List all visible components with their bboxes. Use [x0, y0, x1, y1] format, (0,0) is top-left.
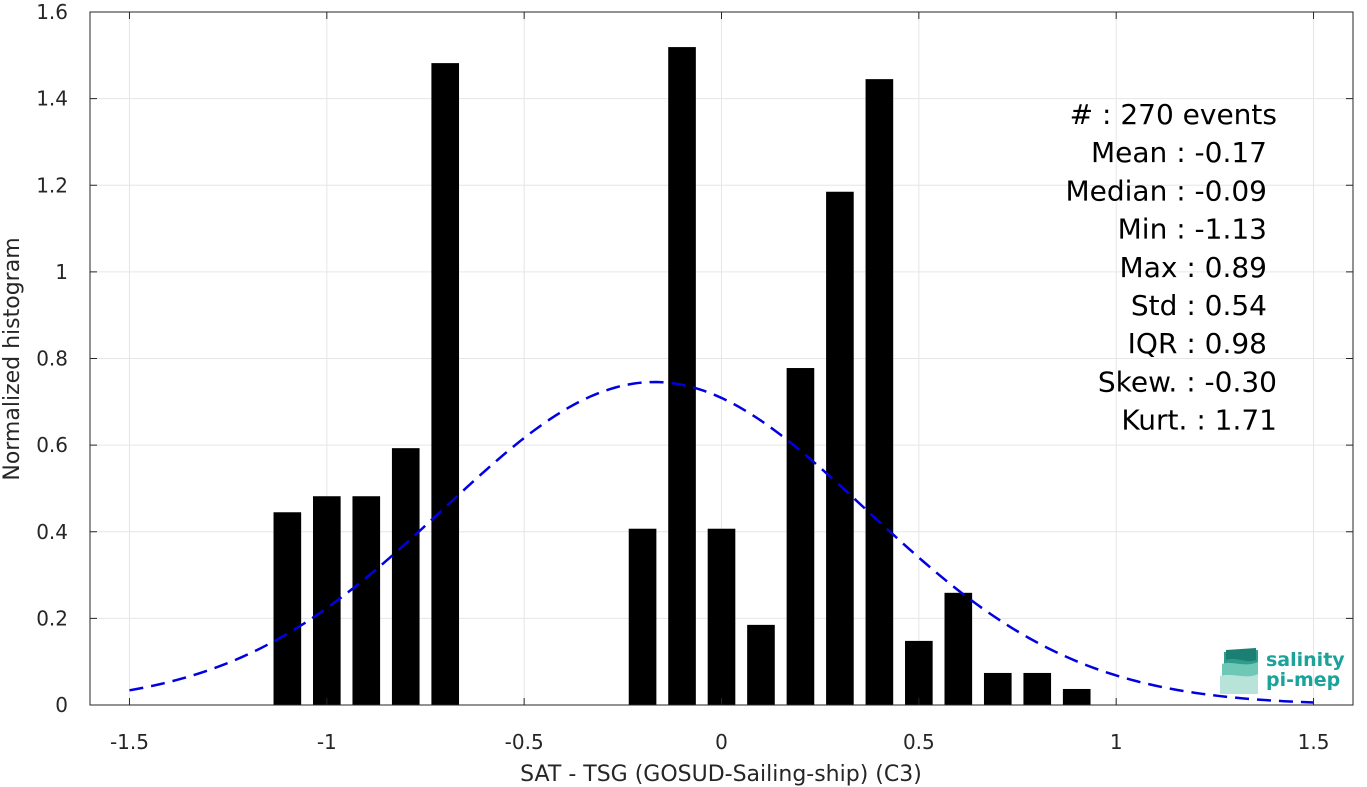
stat-label: Kurt. — [1121, 404, 1187, 437]
histogram-bar — [944, 592, 973, 705]
histogram-bar — [1062, 688, 1091, 705]
stat-label: Min — [1118, 213, 1168, 246]
y-tick-label: 1.6 — [36, 0, 68, 24]
stat-value: -0.09 — [1195, 174, 1267, 207]
stat-value: -1.13 — [1195, 213, 1267, 246]
statistics-box: # : 270 events Mean : -0.17 Median : -0.09… — [1065, 98, 1277, 437]
y-tick-label: 0.2 — [36, 606, 68, 630]
stat-separator: : — [1187, 404, 1214, 437]
x-tick-label: -1 — [317, 730, 337, 754]
stat-value: 0.98 — [1205, 327, 1267, 360]
histogram-bar — [707, 528, 736, 705]
x-tick-labels: -1.5 -1 -0.5 0 0.5 1 1.5 — [110, 730, 1329, 754]
histogram-bar — [786, 368, 815, 705]
y-tick-label: 0.8 — [36, 347, 68, 371]
stat-line: Kurt. : 1.71 — [1121, 404, 1277, 437]
stat-label: Std — [1131, 289, 1178, 322]
stat-line: Max : 0.89 — [1120, 251, 1267, 284]
logo-mark-icon — [1220, 648, 1258, 694]
stat-value: 0.54 — [1205, 289, 1267, 322]
stat-separator: : — [1177, 251, 1204, 284]
histogram-bar — [826, 191, 854, 705]
normal-fit-curve — [129, 380, 1314, 704]
stat-label: Mean — [1091, 136, 1167, 169]
stat-separator: : — [1177, 365, 1204, 398]
stat-line: Std : 0.54 — [1131, 289, 1267, 322]
grid-lines — [90, 11, 1353, 706]
stat-line: # : 270 events — [1070, 98, 1277, 131]
stat-line: Skew. : -0.30 — [1098, 365, 1277, 398]
y-tick-label: 1 — [55, 260, 68, 284]
histogram-bar — [352, 496, 381, 705]
stat-value: 1.71 — [1215, 404, 1277, 437]
stat-separator: : — [1167, 136, 1194, 169]
x-tick-label: -0.5 — [505, 730, 544, 754]
y-tick-label: 1.2 — [36, 173, 68, 197]
stat-separator: : — [1177, 327, 1204, 360]
y-tick-label: 1.4 — [36, 87, 68, 111]
x-tick-label: 0.5 — [903, 730, 935, 754]
stat-value: -0.17 — [1195, 136, 1267, 169]
stat-label: # — [1070, 98, 1093, 131]
stat-line: Mean : -0.17 — [1091, 136, 1267, 169]
histogram-bar — [391, 448, 420, 705]
logo-text-line2: pi-mep — [1266, 669, 1340, 691]
x-tick-label: -1.5 — [110, 730, 149, 754]
x-tick-label: 1.5 — [1298, 730, 1330, 754]
y-tick-label: 0.6 — [36, 433, 68, 457]
stat-label: IQR — [1128, 327, 1178, 360]
salinity-pi-mep-logo: salinity pi-mep — [1220, 648, 1345, 694]
x-tick-label: 0 — [715, 730, 728, 754]
stat-separator: : — [1167, 174, 1194, 207]
stat-label: Max — [1120, 251, 1178, 284]
stat-value: 270 events — [1120, 98, 1277, 131]
histogram-bar — [431, 63, 460, 705]
histogram-bar — [905, 640, 933, 705]
histogram-bar — [668, 47, 696, 705]
stat-value: -0.30 — [1205, 365, 1277, 398]
stat-label: Median — [1065, 174, 1167, 207]
stat-line: Median : -0.09 — [1065, 174, 1267, 207]
histogram-bar — [983, 672, 1012, 705]
y-tick-label: 0 — [55, 693, 68, 717]
stat-separator: : — [1177, 289, 1204, 322]
bars — [273, 47, 1091, 705]
y-tick-label: 0.4 — [36, 520, 68, 544]
histogram-bar — [628, 528, 657, 705]
histogram-bar — [865, 79, 894, 705]
stat-label: Skew. — [1098, 365, 1177, 398]
histogram-bar — [1023, 672, 1052, 705]
logo-text-line1: salinity — [1266, 649, 1345, 671]
stat-line: IQR : 0.98 — [1128, 327, 1267, 360]
stat-line: Min : -1.13 — [1118, 213, 1267, 246]
tick-marks — [90, 11, 1353, 706]
x-tick-label: 1 — [1110, 730, 1123, 754]
y-axis-label: Normalized histogram — [0, 237, 25, 480]
histogram-bar — [747, 624, 775, 705]
stat-separator: : — [1093, 98, 1120, 131]
y-tick-labels: 0 0.2 0.4 0.6 0.8 1 1.2 1.4 1.6 — [36, 0, 68, 717]
histogram-bar — [273, 512, 302, 705]
stat-separator: : — [1167, 213, 1194, 246]
x-axis-label: SAT - TSG (GOSUD-Sailing-ship) (C3) — [520, 762, 922, 787]
stat-value: 0.89 — [1205, 251, 1267, 284]
